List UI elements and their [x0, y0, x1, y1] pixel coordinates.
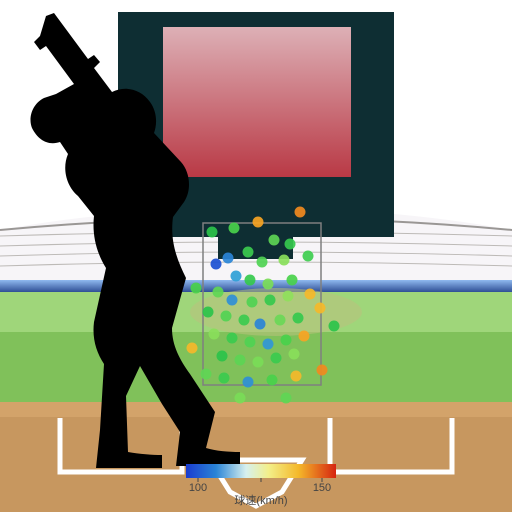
pitch-point: [245, 337, 256, 348]
pitch-point: [317, 365, 328, 376]
pitch-point: [227, 295, 238, 306]
pitch-point: [285, 239, 296, 250]
pitch-point: [315, 303, 326, 314]
pitch-point: [283, 291, 294, 302]
pitch-point: [187, 343, 198, 354]
pitch-point: [201, 369, 212, 380]
pitch-point: [291, 371, 302, 382]
pitch-point: [275, 315, 286, 326]
pitch-point: [293, 313, 304, 324]
pitch-point: [209, 329, 220, 340]
pitch-point: [231, 271, 242, 282]
pitch-point: [243, 247, 254, 258]
pitch-point: [227, 333, 238, 344]
pitch-point: [271, 353, 282, 364]
pitch-point: [279, 255, 290, 266]
colorbar-tick: 150: [313, 482, 331, 494]
pitch-point: [191, 283, 202, 294]
pitch-point: [289, 349, 300, 360]
pitch-point: [269, 235, 280, 246]
pitch-point: [207, 227, 218, 238]
pitch-point: [217, 351, 228, 362]
pitch-point: [243, 377, 254, 388]
pitch-point: [299, 331, 310, 342]
pitch-point: [295, 207, 306, 218]
pitch-point: [239, 315, 250, 326]
pitch-point: [287, 275, 298, 286]
pitch-point: [257, 257, 268, 268]
pitch-point: [267, 375, 278, 386]
colorbar: [186, 464, 336, 478]
pitch-point: [203, 307, 214, 318]
pitch-location-chart: 100 150 球速(km/h): [0, 0, 512, 512]
pitch-point: [329, 321, 340, 332]
pitch-point: [219, 373, 230, 384]
pitch-point: [235, 393, 246, 404]
pitch-point: [213, 287, 224, 298]
pitch-point: [253, 217, 264, 228]
pitch-point: [265, 295, 276, 306]
pitch-point: [235, 355, 246, 366]
pitch-point: [281, 335, 292, 346]
pitch-point: [305, 289, 316, 300]
pitch-point: [263, 339, 274, 350]
colorbar-title: 球速(km/h): [234, 493, 287, 507]
scoreboard-screen: [163, 27, 351, 177]
colorbar-tick: 100: [189, 482, 207, 494]
pitch-point: [223, 253, 234, 264]
pitch-point: [229, 223, 240, 234]
pitch-point: [255, 319, 266, 330]
pitch-point: [263, 279, 274, 290]
pitch-point: [221, 311, 232, 322]
pitch-point: [303, 251, 314, 262]
pitch-point: [253, 357, 264, 368]
pitch-point: [211, 259, 222, 270]
pitch-point: [245, 275, 256, 286]
pitch-point: [247, 297, 258, 308]
pitch-point: [281, 393, 292, 404]
